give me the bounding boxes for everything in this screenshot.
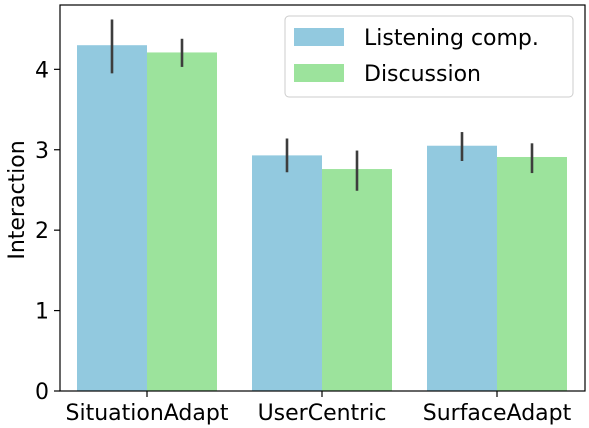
y-tick-label: 4 [35, 58, 49, 83]
bars-layer [77, 45, 567, 392]
bar-discussion-situationadapt [147, 52, 217, 392]
y-axis-ticks: 0 1 2 3 4 [35, 58, 60, 405]
x-tick-label-usercentric: UserCentric [258, 401, 387, 426]
bar-discussion-usercentric [322, 169, 392, 391]
bar-listening-comp-situationadapt [77, 45, 147, 391]
bar-discussion-surfaceadapt [497, 156, 567, 391]
bar-listening-comp-usercentric [252, 155, 322, 391]
legend-label-listening: Listening comp. [364, 26, 539, 51]
x-axis-ticks: SituationAdapt UserCentric SurfaceAdapt [66, 391, 572, 426]
bar-listening-comp-surfaceadapt [427, 145, 497, 391]
x-tick-label-situationadapt: SituationAdapt [66, 401, 229, 426]
legend: Listening comp. Discussion [284, 15, 574, 98]
legend-label-discussion: Discussion [364, 62, 481, 87]
errorbars-layer [110, 19, 534, 191]
legend-frame [284, 15, 574, 98]
y-axis-label: Interaction [5, 140, 30, 259]
legend-swatch-listening [294, 28, 344, 46]
x-tick-label-surfaceadapt: SurfaceAdapt [423, 401, 572, 426]
legend-swatch-discussion [294, 64, 344, 82]
y-tick-label: 0 [35, 380, 49, 405]
y-tick-label: 1 [35, 300, 49, 325]
y-tick-label: 3 [35, 139, 49, 164]
y-tick-label: 2 [35, 219, 49, 244]
